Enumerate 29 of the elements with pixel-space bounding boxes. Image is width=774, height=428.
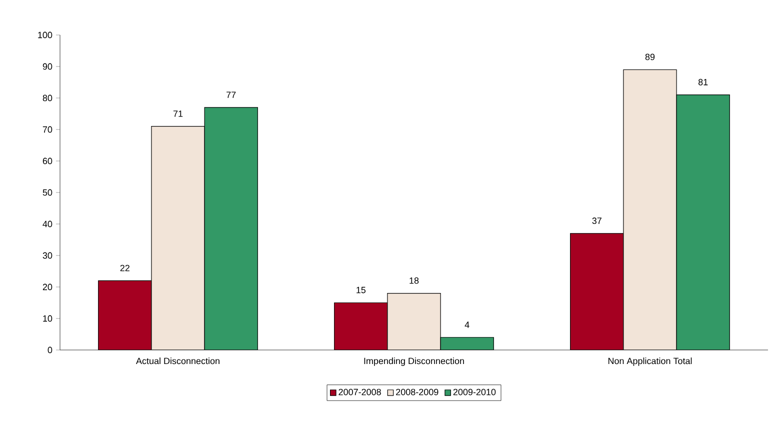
data-label: 18 bbox=[410, 277, 419, 284]
bar bbox=[440, 337, 494, 350]
data-label: 89 bbox=[645, 54, 655, 60]
data-label: 77 bbox=[226, 92, 236, 98]
y-tick-label: 40 bbox=[42, 220, 52, 228]
y-tick-label: 30 bbox=[42, 252, 52, 259]
x-tick-label: Non Application Total bbox=[608, 358, 692, 366]
y-tick-label: 80 bbox=[42, 94, 52, 102]
x-tick-label: Actual Disconnection bbox=[136, 358, 220, 364]
data-label: 4 bbox=[464, 322, 470, 328]
y-tick-label: 70 bbox=[42, 126, 52, 133]
y-tick-label: 90 bbox=[42, 63, 52, 70]
data-label: 71 bbox=[173, 110, 183, 117]
y-tick-label: 20 bbox=[42, 284, 52, 290]
legend-label: 2008-2009 bbox=[396, 388, 438, 396]
y-tick-label: 50 bbox=[42, 189, 52, 196]
bar bbox=[676, 94, 730, 350]
y-tick-label: 100 bbox=[38, 32, 52, 38]
legend-label: 2007-2008 bbox=[338, 388, 381, 396]
y-tick-label: 60 bbox=[42, 158, 52, 164]
data-label: 37 bbox=[592, 218, 602, 224]
data-label: 81 bbox=[698, 78, 708, 86]
legend-label: 2009-2010 bbox=[453, 388, 496, 396]
x-tick-label: Impending Disconnection bbox=[364, 358, 464, 366]
data-label: 22 bbox=[120, 264, 130, 272]
y-tick-label: 10 bbox=[43, 315, 52, 322]
y-tick-label: 0 bbox=[48, 346, 52, 354]
bar bbox=[204, 107, 258, 350]
data-label: 15 bbox=[356, 286, 366, 294]
